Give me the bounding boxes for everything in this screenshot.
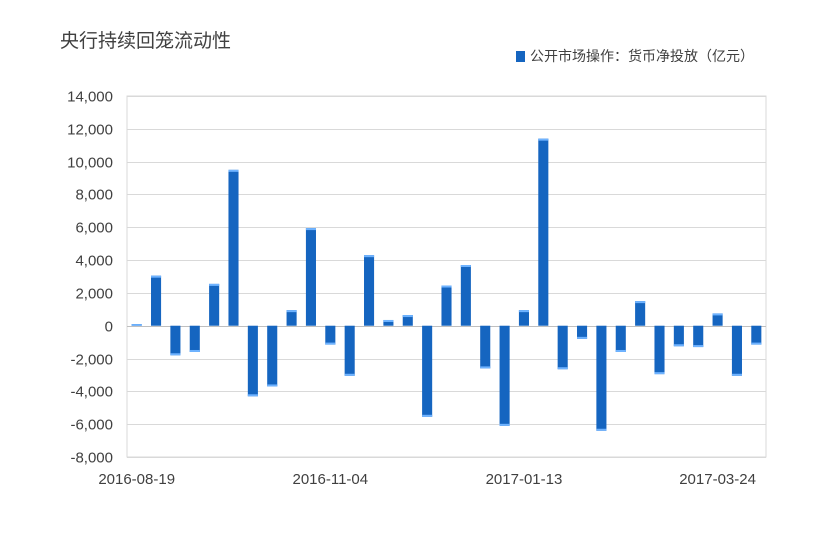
- y-tick-label: 12,000: [67, 122, 113, 139]
- y-tick-label: 14,000: [67, 89, 113, 106]
- y-tick-label: -2,000: [70, 352, 113, 369]
- y-tick-label: -8,000: [70, 450, 113, 467]
- bar: [577, 325, 588, 339]
- y-axis-ticks: 14,000 12,000 10,000 8,000 6,000 4,000 2,000 0 -…: [67, 89, 113, 467]
- bar: [460, 265, 471, 326]
- bar: [518, 310, 529, 326]
- bars: [131, 138, 762, 431]
- bar: [383, 319, 394, 326]
- bar: [305, 228, 316, 326]
- y-tick-label: 6,000: [75, 220, 113, 237]
- bar-highlight: [247, 394, 258, 397]
- bar-highlight: [228, 169, 239, 172]
- bar: [596, 325, 607, 431]
- bar-highlight: [383, 319, 394, 322]
- bar-highlight: [480, 366, 491, 369]
- bar-highlight: [151, 275, 162, 278]
- bar: [557, 325, 568, 370]
- bar: [615, 325, 626, 352]
- bar-highlight: [131, 324, 142, 326]
- bar-highlight: [170, 353, 181, 356]
- bar-highlight: [189, 349, 200, 352]
- x-tick-label: 2016-11-04: [293, 471, 369, 488]
- bar: [673, 325, 684, 347]
- bar: [344, 325, 355, 376]
- bar-highlight: [344, 373, 355, 376]
- bar: [693, 325, 704, 348]
- bar: [228, 169, 239, 326]
- bar: [325, 325, 336, 345]
- y-tick-label: 0: [105, 319, 113, 336]
- bar: [286, 310, 297, 326]
- legend-swatch: [516, 50, 525, 62]
- bar-highlight: [596, 428, 607, 431]
- bar-highlight: [751, 342, 762, 345]
- bar-highlight: [712, 313, 723, 316]
- y-tick-label: 10,000: [67, 155, 113, 172]
- bar-highlight: [538, 138, 549, 141]
- x-tick-label: 2016-08-19: [98, 471, 175, 488]
- bar: [712, 313, 723, 326]
- chart-title: 央行持续回笼流动性: [60, 30, 232, 52]
- bar-highlight: [557, 367, 568, 370]
- bar: [364, 255, 375, 326]
- x-tick-label: 2017-01-13: [486, 471, 563, 488]
- bar-highlight: [499, 423, 510, 426]
- bar-highlight: [731, 373, 742, 376]
- bar: [247, 325, 258, 397]
- bar-highlight: [267, 384, 278, 387]
- y-tick-label: 4,000: [75, 253, 113, 270]
- bar: [170, 325, 181, 356]
- bar-highlight: [441, 285, 452, 288]
- bar: [189, 325, 200, 352]
- y-tick-label: -4,000: [70, 384, 113, 401]
- legend-label: 公开市场操作：货币净投放（亿元）: [530, 49, 754, 65]
- bar-highlight: [305, 228, 316, 231]
- bar: [751, 325, 762, 345]
- bar-highlight: [209, 283, 220, 286]
- bar: [209, 283, 220, 326]
- bar-highlight: [615, 349, 626, 352]
- y-tick-label: 8,000: [75, 187, 113, 204]
- bar-highlight: [325, 342, 336, 345]
- bar-highlight: [518, 310, 529, 313]
- bar-highlight: [673, 344, 684, 347]
- gridlines: [126, 95, 767, 458]
- bar: [654, 325, 665, 375]
- bar: [538, 138, 549, 326]
- bar: [731, 325, 742, 376]
- bar-highlight: [402, 315, 413, 318]
- bar: [441, 285, 452, 326]
- bar-highlight: [635, 301, 646, 304]
- bar: [635, 301, 646, 326]
- bar: [267, 325, 278, 387]
- bar-highlight: [422, 414, 433, 417]
- bar: [422, 325, 433, 417]
- bar: [480, 325, 491, 369]
- x-axis-ticks: 2016-08-19 2016-11-04 2017-01-13 2017-03-24: [98, 471, 756, 488]
- bar-highlight: [693, 345, 704, 348]
- y-tick-label: 2,000: [75, 286, 113, 303]
- legend: 公开市场操作：货币净投放（亿元）: [516, 46, 754, 66]
- bar-highlight: [654, 372, 665, 375]
- bar-highlight: [577, 336, 588, 339]
- bar-highlight: [460, 265, 471, 268]
- bar-highlight: [286, 310, 297, 313]
- bar: [402, 315, 413, 326]
- plot-area-border: [126, 95, 767, 458]
- x-tick-label: 2017-03-24: [679, 471, 756, 488]
- bar-highlight: [364, 255, 375, 258]
- y-tick-label: -6,000: [70, 417, 113, 434]
- bar: [151, 275, 162, 326]
- bar: [499, 325, 510, 426]
